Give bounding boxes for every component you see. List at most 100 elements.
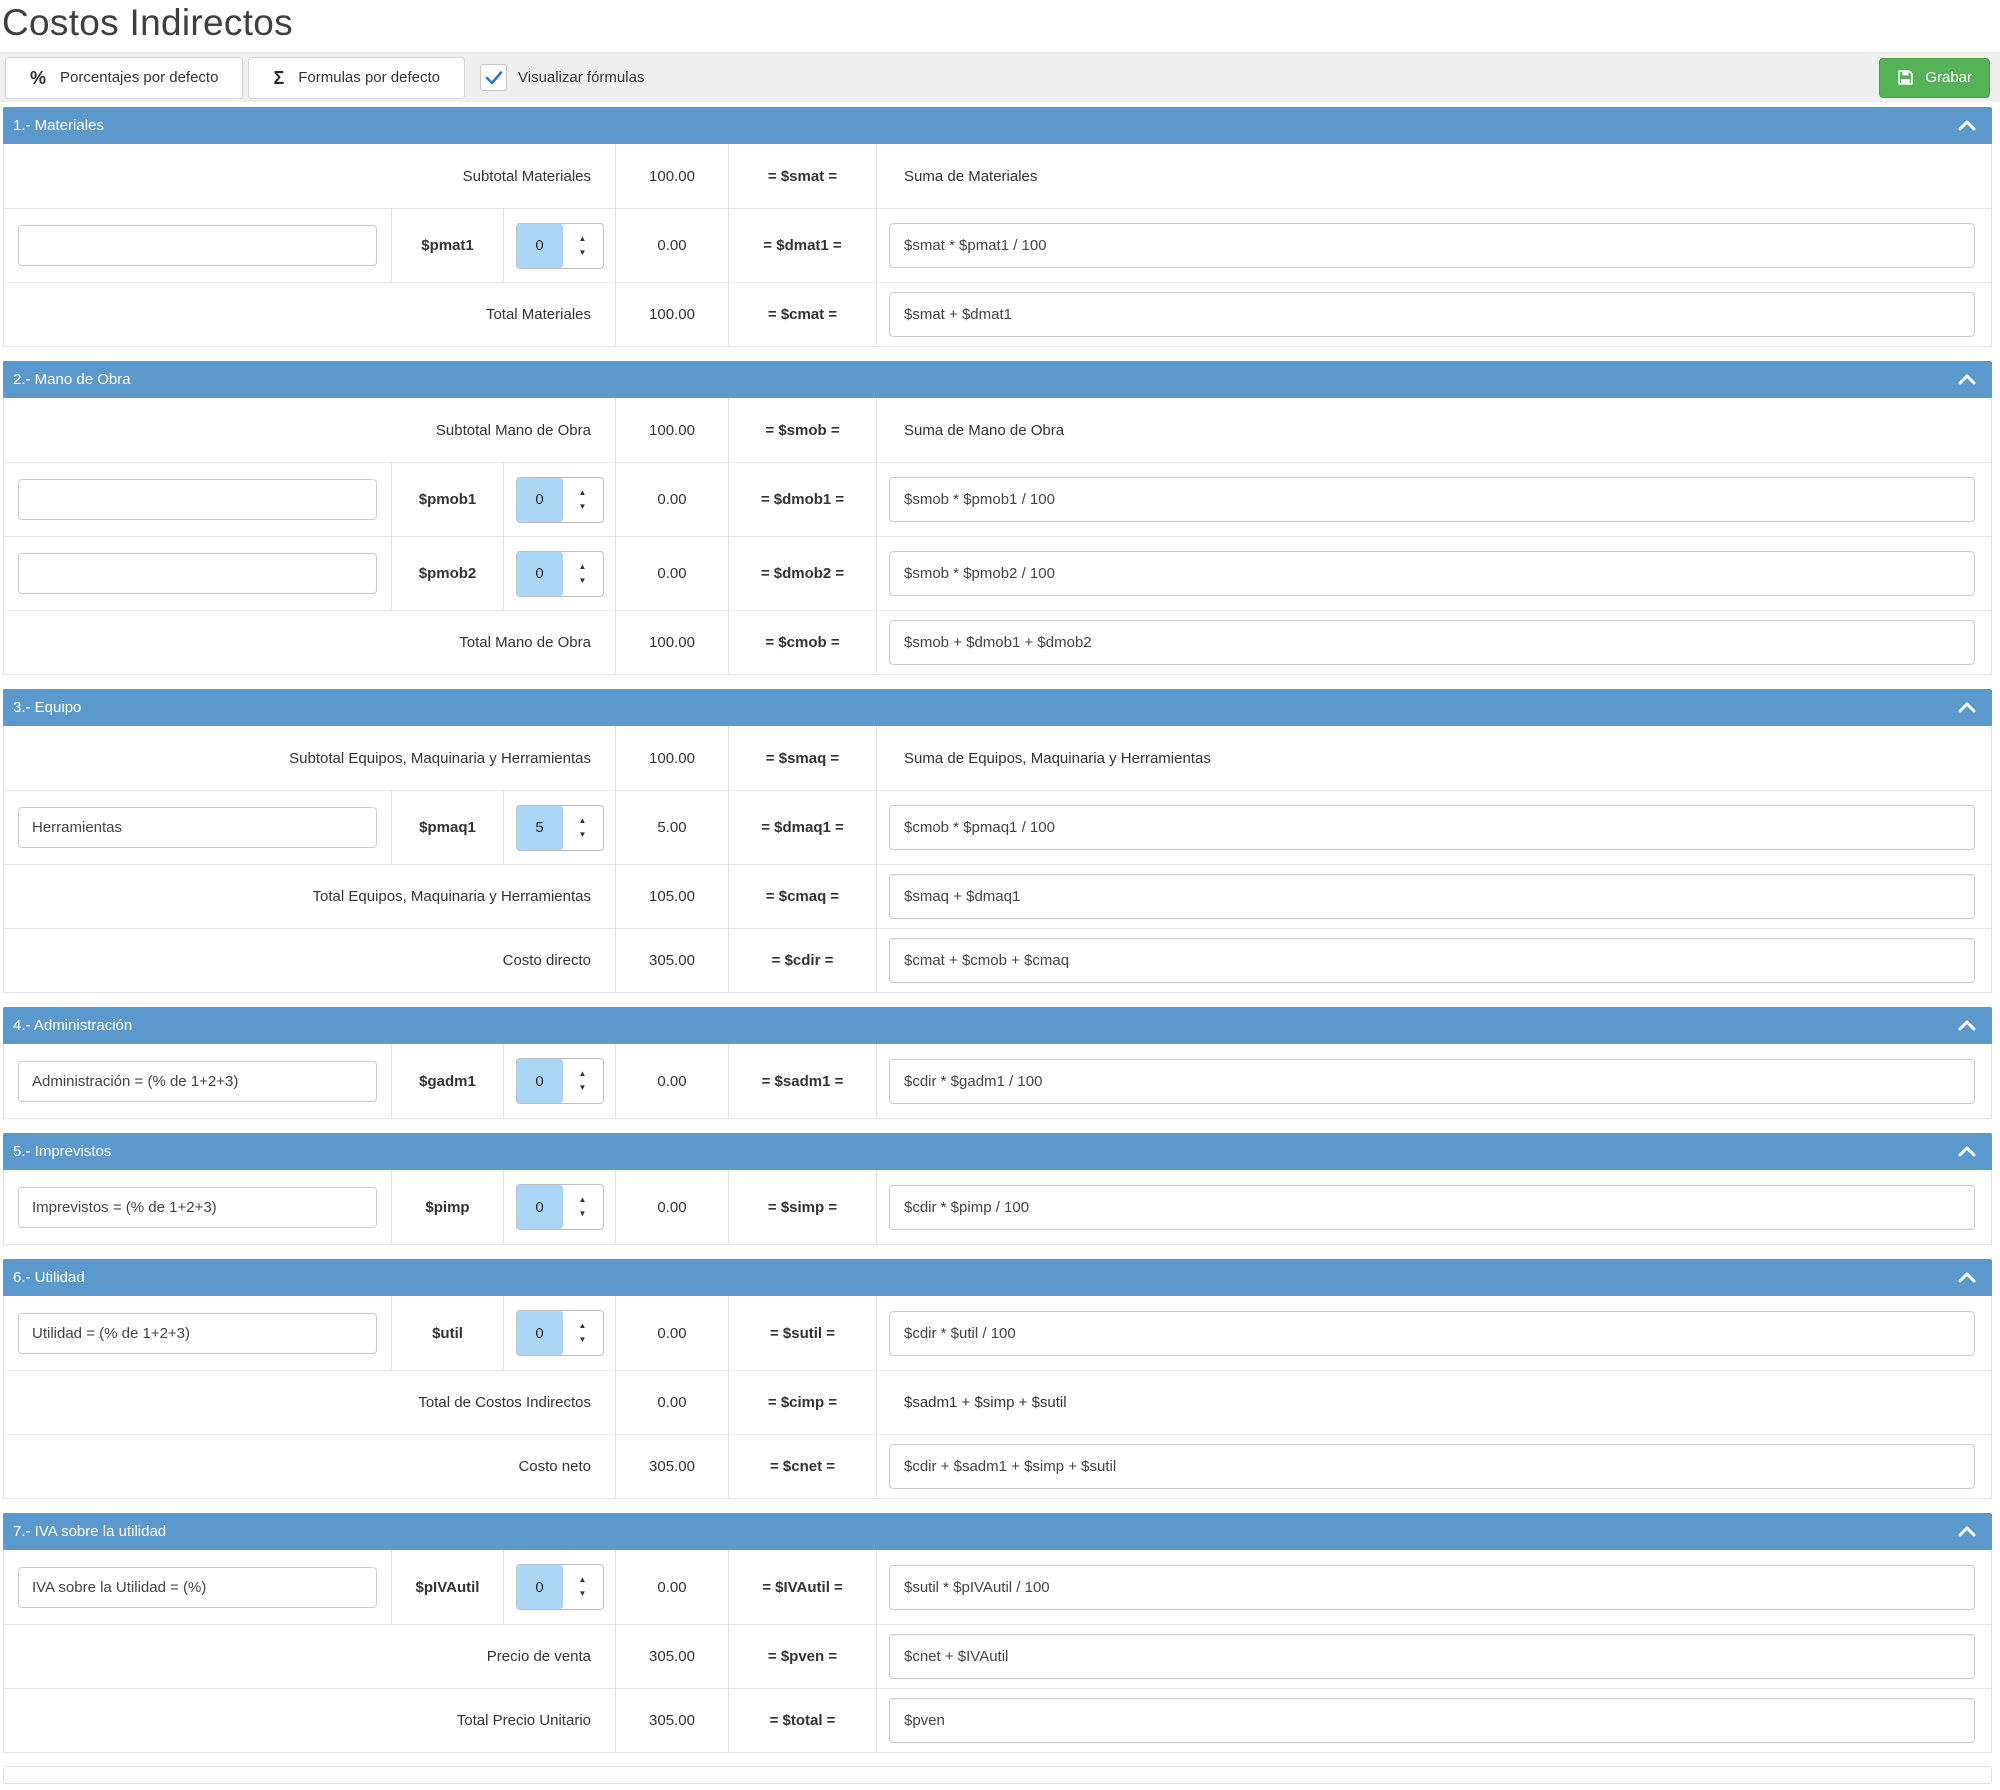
collapse-chevron-icon[interactable] (1958, 1020, 1976, 1031)
collapse-chevron-icon[interactable] (1958, 374, 1976, 385)
collapse-chevron-icon[interactable] (1958, 1526, 1976, 1537)
formula-input[interactable] (889, 1184, 1975, 1230)
formula-input[interactable] (889, 1444, 1975, 1489)
percent-spinner[interactable]: 0 ▲ ▼ (515, 550, 604, 597)
formula-cell (877, 865, 1991, 928)
formula-input[interactable] (889, 874, 1975, 919)
concept-input[interactable] (18, 807, 377, 848)
spinner-up-icon[interactable]: ▲ (578, 233, 587, 243)
spinner-up-icon[interactable]: ▲ (578, 1069, 587, 1078)
section-header[interactable]: 5.- Imprevistos (3, 1133, 1992, 1170)
concept-input[interactable] (18, 553, 377, 594)
formula-input[interactable] (889, 1310, 1975, 1356)
percentages-default-button[interactable]: % Porcentajes por defecto (5, 56, 244, 99)
formula-input[interactable] (889, 620, 1975, 665)
formula-cell (877, 791, 1991, 864)
concept-input[interactable] (18, 479, 377, 520)
formula-input[interactable] (889, 1058, 1975, 1104)
result-var-label: = $dmob1 = (729, 463, 877, 536)
spinner-up-icon[interactable]: ▲ (578, 561, 587, 571)
formula-cell (877, 537, 1991, 610)
collapse-chevron-icon[interactable] (1958, 1146, 1976, 1157)
concept-cell (4, 1550, 392, 1624)
sections-container: 1.- Materiales Subtotal Materiales 100.00 =… (0, 107, 2000, 1753)
section-header[interactable]: 7.- IVA sobre la utilidad (3, 1513, 1992, 1550)
spinner-down-icon[interactable]: ▼ (578, 1589, 587, 1598)
summary-row: Costo neto 305.00 = $cnet = (4, 1434, 1991, 1498)
concept-input[interactable] (18, 1566, 377, 1608)
section-title: 5.- Imprevistos (13, 1143, 112, 1160)
percent-spinner[interactable]: 0 ▲ ▼ (515, 1310, 604, 1356)
spinner-down-icon[interactable]: ▼ (578, 575, 587, 585)
percent-spinner[interactable]: 0 ▲ ▼ (515, 1564, 604, 1610)
percent-icon: % (30, 67, 47, 88)
percent-spinner[interactable]: 0 ▲ ▼ (515, 1058, 604, 1104)
concept-input[interactable] (18, 1060, 377, 1102)
result-var-label: = $smob = (729, 398, 877, 462)
summary-row: Subtotal Mano de Obra 100.00 = $smob = Suma… (4, 398, 1991, 462)
spinner-cell: 0 ▲ ▼ (504, 1170, 616, 1244)
percent-var-label: $pmob1 (392, 463, 504, 536)
section-panel: 2.- Mano de Obra Subtotal Mano de Obra 100… (3, 361, 1992, 675)
formula-input[interactable] (889, 1698, 1975, 1743)
collapse-chevron-icon[interactable] (1958, 702, 1976, 713)
result-var-label: = $cmaq = (729, 865, 877, 928)
percent-spinner[interactable]: 0 ▲ ▼ (515, 1184, 604, 1230)
spinner-down-icon[interactable]: ▼ (578, 1209, 587, 1218)
percent-var-label: $util (392, 1296, 504, 1370)
formula-cell (877, 611, 1991, 674)
formula-input[interactable] (889, 938, 1975, 983)
formula-input[interactable] (889, 223, 1975, 268)
spinner-arrows: ▲ ▼ (563, 1059, 603, 1103)
spinner-down-icon[interactable]: ▼ (578, 829, 587, 839)
row-label: Total Mano de Obra (4, 611, 616, 674)
section-header[interactable]: 3.- Equipo (3, 689, 1992, 726)
percent-var-label: $pmat1 (392, 209, 504, 282)
amount-value: 100.00 (616, 144, 729, 208)
spinner-up-icon[interactable]: ▲ (578, 815, 587, 825)
formula-input[interactable] (889, 1634, 1975, 1679)
concept-input[interactable] (18, 1312, 377, 1354)
spinner-up-icon[interactable]: ▲ (578, 487, 587, 497)
section-header[interactable]: 1.- Materiales (3, 107, 1992, 144)
spinner-value: 0 (516, 551, 563, 596)
save-button[interactable]: Grabar (1879, 57, 1990, 98)
spinner-down-icon[interactable]: ▼ (578, 501, 587, 511)
percent-spinner[interactable]: 0 ▲ ▼ (515, 476, 604, 523)
formula-input[interactable] (889, 1564, 1975, 1610)
formula-input[interactable] (889, 551, 1975, 596)
result-var-label: = $smat = (729, 144, 877, 208)
collapse-chevron-icon[interactable] (1958, 1272, 1976, 1283)
collapse-chevron-icon[interactable] (1958, 120, 1976, 131)
concept-input[interactable] (18, 225, 377, 266)
spinner-arrows: ▲ ▼ (563, 1565, 603, 1609)
formulas-default-button[interactable]: Σ Formulas por defecto (248, 56, 465, 99)
section-header[interactable]: 4.- Administración (3, 1007, 1992, 1044)
spinner-down-icon[interactable]: ▼ (578, 1083, 587, 1092)
section-body: Subtotal Equipos, Maquinaria y Herramien… (3, 726, 1992, 993)
formulas-default-label: Formulas por defecto (298, 69, 440, 86)
formula-text: $sadm1 + $simp + $sutil (904, 1394, 1067, 1411)
percent-spinner[interactable]: 0 ▲ ▼ (515, 222, 604, 269)
percent-var-label: $pmaq1 (392, 791, 504, 864)
amount-value: 305.00 (616, 1435, 729, 1498)
show-formulas-checkbox[interactable]: Visualizar fórmulas (480, 64, 644, 91)
spinner-down-icon[interactable]: ▼ (578, 247, 587, 257)
cost-input-row: $pmob2 0 ▲ ▼ 0.00 = $dmob2 = (4, 536, 1991, 610)
formula-input[interactable] (889, 805, 1975, 850)
checkbox-box[interactable] (480, 64, 507, 91)
section-panel: 7.- IVA sobre la utilidad$pIVAutil0▲▼0.0… (3, 1513, 1992, 1753)
formula-input[interactable] (889, 292, 1975, 337)
spinner-up-icon[interactable]: ▲ (578, 1321, 587, 1330)
section-header[interactable]: 6.- Utilidad (3, 1259, 1992, 1296)
amount-value: 0.00 (616, 1170, 729, 1244)
percent-spinner[interactable]: 5 ▲ ▼ (515, 804, 604, 851)
section-header[interactable]: 2.- Mano de Obra (3, 361, 1992, 398)
formula-input[interactable] (889, 477, 1975, 522)
spinner-up-icon[interactable]: ▲ (578, 1195, 587, 1204)
concept-input[interactable] (18, 1186, 377, 1228)
spinner-up-icon[interactable]: ▲ (578, 1575, 587, 1584)
spinner-value: 0 (516, 223, 563, 268)
spinner-down-icon[interactable]: ▼ (578, 1335, 587, 1344)
